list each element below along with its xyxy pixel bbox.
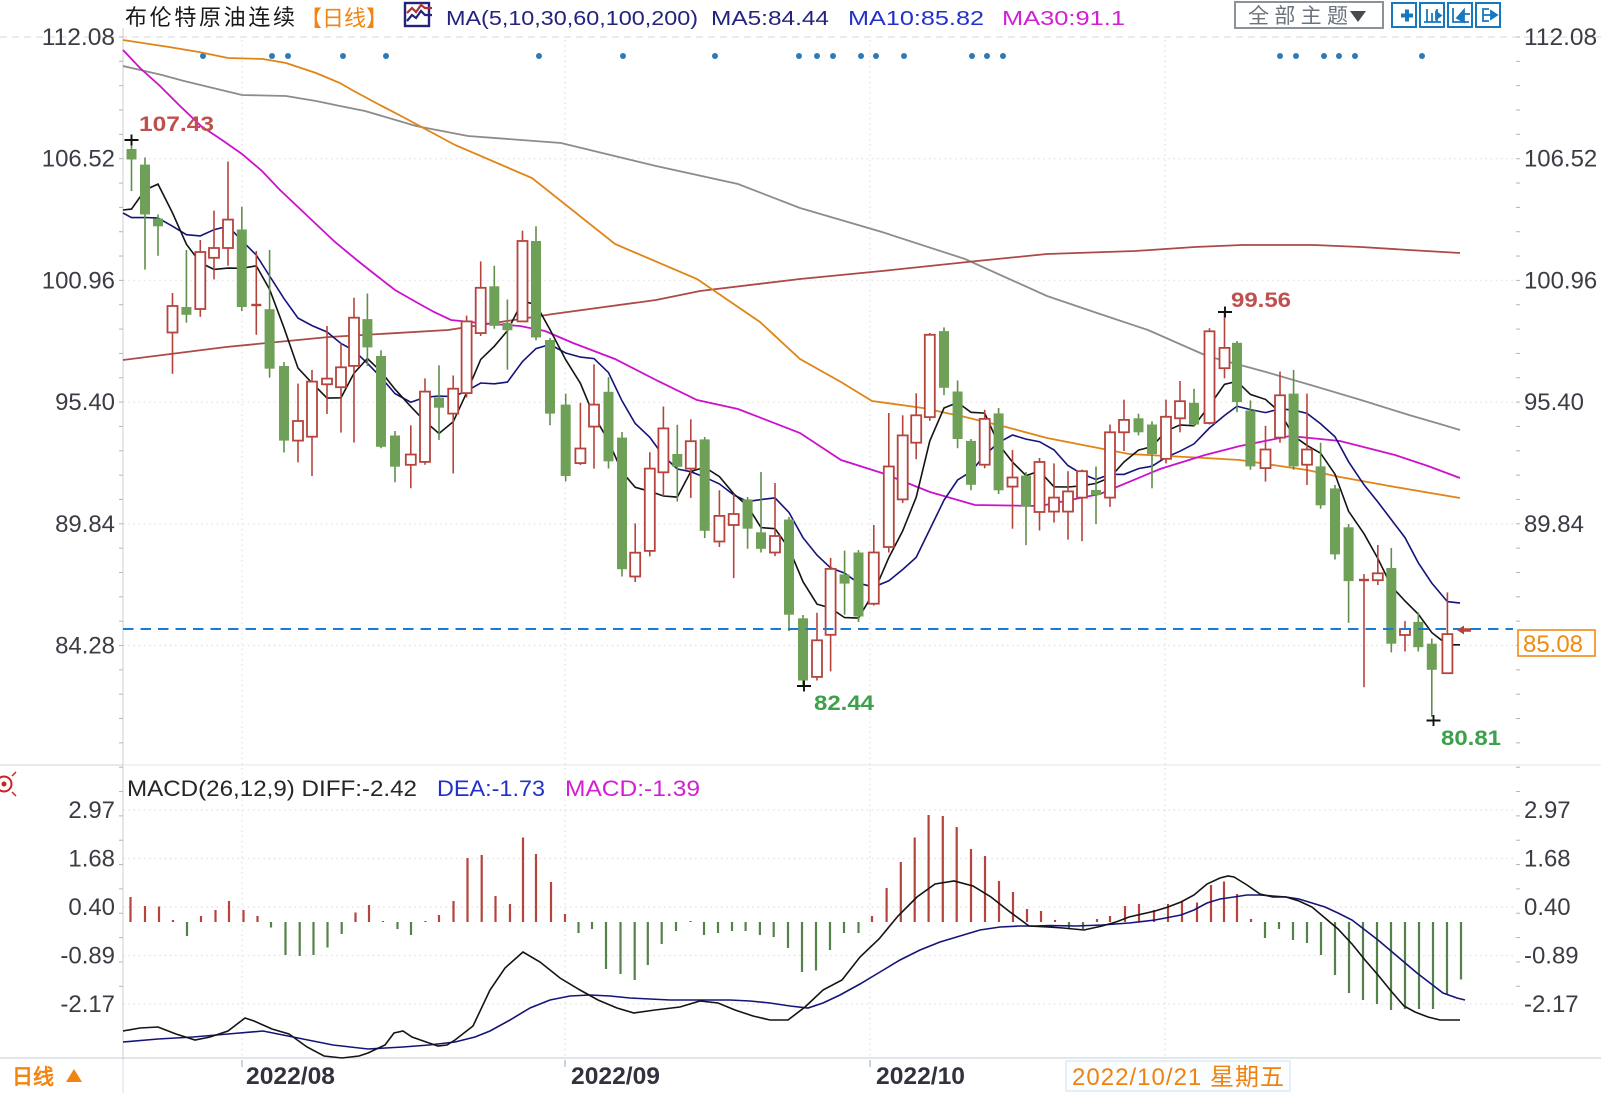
svg-text:2022/10: 2022/10: [876, 1063, 965, 1090]
svg-text:84.28: 84.28: [55, 633, 115, 660]
svg-text:MA10:85.82: MA10:85.82: [848, 8, 984, 30]
svg-text:80.81: 80.81: [1441, 727, 1501, 750]
svg-text:MACD(26,12,9) DIFF:-2.42: MACD(26,12,9) DIFF:-2.42: [127, 776, 417, 801]
svg-text:MA30:91.1: MA30:91.1: [1002, 8, 1125, 30]
svg-text:1.68: 1.68: [68, 846, 115, 873]
svg-text:2022/09: 2022/09: [571, 1063, 660, 1090]
svg-text:95.40: 95.40: [1524, 389, 1584, 416]
svg-text:2.97: 2.97: [1524, 797, 1571, 824]
svg-text:2022/10/21 星期五: 2022/10/21 星期五: [1072, 1064, 1284, 1091]
svg-text:107.43: 107.43: [139, 113, 214, 136]
svg-text:100.96: 100.96: [1524, 267, 1597, 294]
svg-text:-0.89: -0.89: [60, 943, 115, 970]
svg-text:-2.17: -2.17: [60, 991, 115, 1018]
svg-text:89.84: 89.84: [1524, 511, 1584, 538]
svg-text:2.97: 2.97: [68, 797, 115, 824]
svg-text:95.40: 95.40: [55, 389, 115, 416]
svg-text:DEA:-1.73: DEA:-1.73: [437, 776, 545, 801]
svg-text:MA5:84.44: MA5:84.44: [711, 8, 829, 30]
svg-text:82.44: 82.44: [814, 692, 874, 715]
svg-text:112.08: 112.08: [1524, 24, 1597, 51]
svg-text:MA(5,10,30,60,100,200): MA(5,10,30,60,100,200): [446, 8, 698, 30]
svg-text:0.40: 0.40: [68, 894, 115, 921]
svg-text:-0.89: -0.89: [1524, 943, 1579, 970]
svg-text:106.52: 106.52: [1524, 146, 1597, 173]
svg-text:99.56: 99.56: [1231, 289, 1291, 312]
svg-text:-2.17: -2.17: [1524, 991, 1579, 1018]
svg-text:85.08: 85.08: [1523, 631, 1583, 658]
svg-text:106.52: 106.52: [42, 146, 115, 173]
svg-text:1.68: 1.68: [1524, 846, 1571, 873]
svg-text:【日线】: 【日线】: [300, 6, 388, 31]
svg-text:0.40: 0.40: [1524, 894, 1571, 921]
svg-text:布伦特原油连续: 布伦特原油连续: [125, 5, 295, 30]
svg-text:89.84: 89.84: [55, 511, 115, 538]
svg-text:2022/08: 2022/08: [246, 1063, 335, 1090]
svg-text:日线: 日线: [12, 1065, 54, 1089]
svg-text:100.96: 100.96: [42, 267, 115, 294]
svg-text:112.08: 112.08: [42, 24, 115, 51]
svg-text:MACD:-1.39: MACD:-1.39: [565, 776, 700, 801]
